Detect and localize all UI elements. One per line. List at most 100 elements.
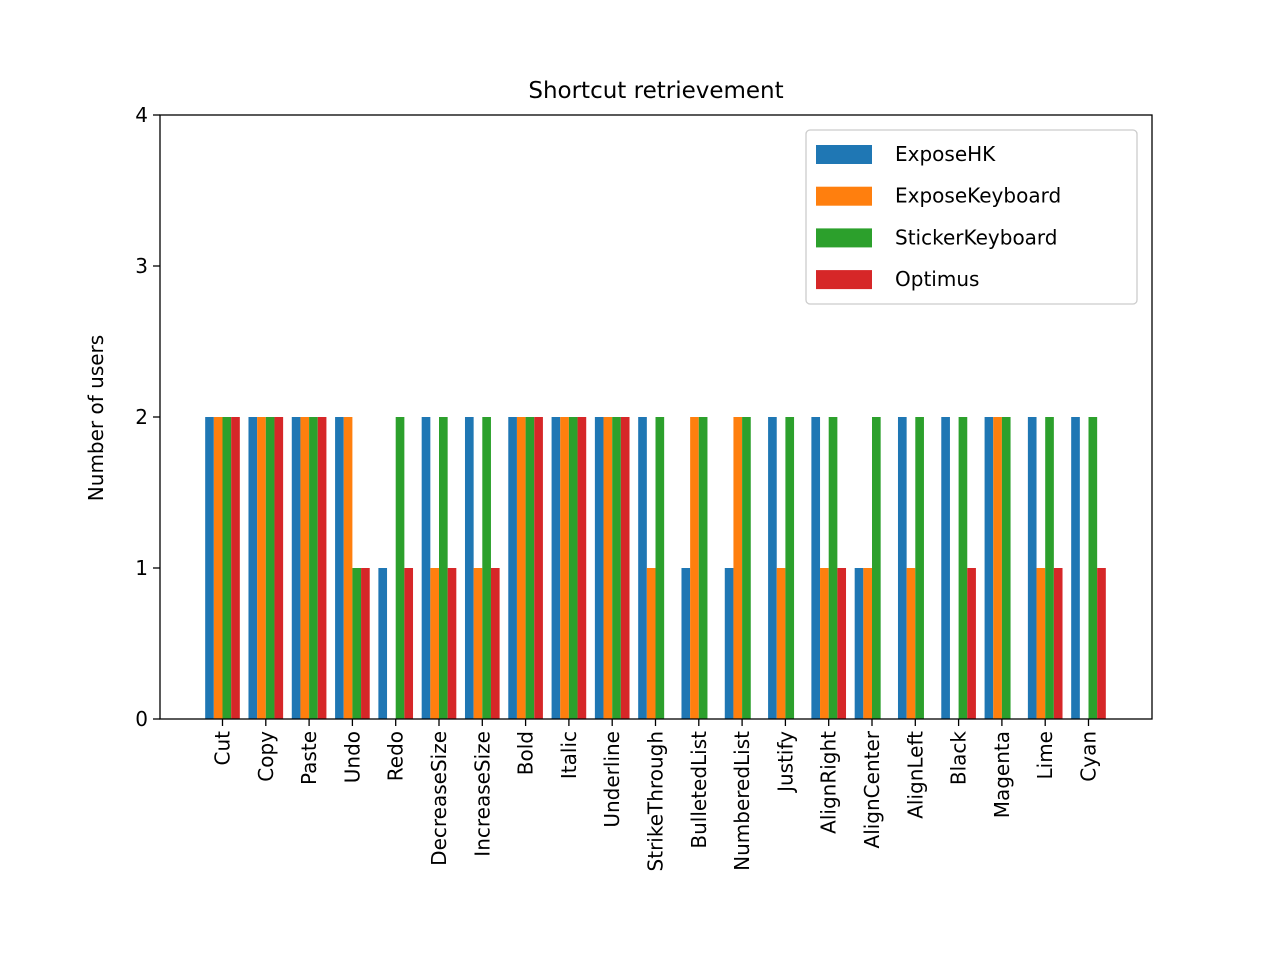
x-tick-label: NumberedList xyxy=(730,731,754,871)
legend-label-optimus: Optimus xyxy=(895,267,979,291)
y-axis-label: Number of users xyxy=(84,335,108,501)
bar-exposekeyboard-justify xyxy=(776,568,786,719)
bar-optimus-redo xyxy=(404,568,414,719)
y-tick-label: 3 xyxy=(135,254,148,278)
x-tick-label: Copy xyxy=(254,731,278,782)
bar-exposehk-paste xyxy=(291,417,301,719)
bar-exposehk-numberedlist xyxy=(724,568,734,719)
bar-stickerkeyboard-lime xyxy=(1045,417,1054,719)
bar-optimus-lime xyxy=(1053,568,1063,719)
bar-exposekeyboard-italic xyxy=(560,417,569,719)
bar-exposehk-cut xyxy=(205,417,214,719)
bar-stickerkeyboard-paste xyxy=(309,417,318,719)
bar-exposehk-alignright xyxy=(811,417,821,719)
bar-exposekeyboard-underline xyxy=(603,417,613,719)
bar-stickerkeyboard-decreasesize xyxy=(439,417,448,719)
bar-exposekeyboard-cut xyxy=(213,417,223,719)
bar-stickerkeyboard-underline xyxy=(612,417,621,719)
bar-exposehk-justify xyxy=(768,417,777,719)
bar-stickerkeyboard-italic xyxy=(568,417,578,719)
bar-exposekeyboard-lime xyxy=(1036,568,1046,719)
bar-optimus-copy xyxy=(274,417,284,719)
y-tick-label: 2 xyxy=(135,405,148,429)
bar-stickerkeyboard-copy xyxy=(265,417,275,719)
bar-stickerkeyboard-bold xyxy=(525,417,535,719)
x-tick-label: StrikeThrough xyxy=(644,731,668,871)
legend-label-exposehk: ExposeHK xyxy=(895,142,996,166)
bar-exposehk-black xyxy=(941,417,950,719)
bar-stickerkeyboard-bulletedlist xyxy=(698,417,708,719)
x-tick-label: Italic xyxy=(557,731,581,779)
bar-stickerkeyboard-cut xyxy=(222,417,232,719)
x-tick-label: Cyan xyxy=(1077,731,1101,782)
x-tick-label: IncreaseSize xyxy=(470,731,494,857)
legend-swatch-optimus xyxy=(816,270,872,290)
bar-exposehk-redo xyxy=(378,568,388,719)
bar-optimus-paste xyxy=(317,417,327,719)
bar-optimus-cyan xyxy=(1097,568,1106,719)
bar-stickerkeyboard-cyan xyxy=(1088,417,1098,719)
y-tick-label: 1 xyxy=(135,556,148,580)
bar-exposehk-alignleft xyxy=(897,417,907,719)
bar-optimus-cut xyxy=(231,417,240,719)
legend-label-exposekeyboard: ExposeKeyboard xyxy=(895,184,1061,208)
bar-stickerkeyboard-justify xyxy=(785,417,795,719)
bar-optimus-bold xyxy=(534,417,543,719)
x-tick-label: Black xyxy=(947,731,971,786)
bar-optimus-undo xyxy=(361,568,370,719)
legend-swatch-exposekeyboard xyxy=(816,186,872,206)
x-tick-label: AlignCenter xyxy=(860,730,884,848)
bar-exposekeyboard-copy xyxy=(257,417,266,719)
y-tick-label: 0 xyxy=(135,707,148,731)
bar-exposekeyboard-magenta xyxy=(993,417,1002,719)
bar-optimus-increasesize xyxy=(490,568,500,719)
bar-exposekeyboard-numberedlist xyxy=(733,417,743,719)
bar-exposekeyboard-paste xyxy=(300,417,310,719)
x-tick-label: Redo xyxy=(384,731,408,781)
bar-exposekeyboard-aligncenter xyxy=(863,568,872,719)
bar-stickerkeyboard-alignleft xyxy=(915,417,924,719)
bar-exposehk-magenta xyxy=(984,417,994,719)
bar-exposehk-bold xyxy=(508,417,517,719)
x-tick-label: Paste xyxy=(297,731,321,785)
legend-box xyxy=(805,129,1138,305)
bar-exposekeyboard-alignleft xyxy=(906,568,916,719)
axes-group: 0 1 2 3 4 Cut Copy Paste Undo Redo DecreaseSize Inc… xyxy=(135,103,1153,871)
x-tick-label: DecreaseSize xyxy=(427,731,451,866)
legend-label-stickerkeyboard: StickerKeyboard xyxy=(895,225,1058,249)
x-tick-label: Bold xyxy=(514,731,538,775)
bar-exposekeyboard-undo xyxy=(343,417,353,719)
bar-stickerkeyboard-magenta xyxy=(1001,417,1011,719)
bar-exposekeyboard-bulletedlist xyxy=(690,417,699,719)
bars-group xyxy=(205,417,1106,719)
bar-exposekeyboard-strikethrough xyxy=(646,568,656,719)
bar-exposehk-decreasesize xyxy=(421,417,431,719)
legend-swatch-stickerkeyboard xyxy=(816,228,872,248)
x-tick-label: BulletedList xyxy=(687,731,711,849)
x-tick-label: Underline xyxy=(600,731,624,828)
x-tick-label: Undo xyxy=(340,731,364,783)
bar-stickerkeyboard-alignright xyxy=(828,417,838,719)
bar-stickerkeyboard-increasesize xyxy=(482,417,491,719)
x-tick-label: AlignLeft xyxy=(903,731,927,819)
bar-exposekeyboard-decreasesize xyxy=(430,568,439,719)
bar-stickerkeyboard-black xyxy=(958,417,968,719)
chart-title: Shortcut retrievement xyxy=(528,78,783,104)
legend: ExposeHK ExposeKeyboard StickerKeyboard Opt… xyxy=(805,129,1138,305)
bar-exposehk-cyan xyxy=(1071,417,1080,719)
bar-exposekeyboard-bold xyxy=(516,417,526,719)
bar-exposehk-italic xyxy=(551,417,561,719)
x-tick-label: AlignRight xyxy=(817,731,841,834)
bar-optimus-decreasesize xyxy=(447,568,457,719)
bar-stickerkeyboard-redo xyxy=(395,417,405,719)
x-tick-label: Justify xyxy=(773,731,797,794)
bar-stickerkeyboard-numberedlist xyxy=(742,417,751,719)
bar-stickerkeyboard-strikethrough xyxy=(655,417,665,719)
bar-stickerkeyboard-aligncenter xyxy=(872,417,881,719)
bar-stickerkeyboard-undo xyxy=(352,568,362,719)
legend-swatch-exposehk xyxy=(816,145,872,164)
bar-optimus-black xyxy=(967,568,976,719)
bar-exposehk-strikethrough xyxy=(638,417,647,719)
